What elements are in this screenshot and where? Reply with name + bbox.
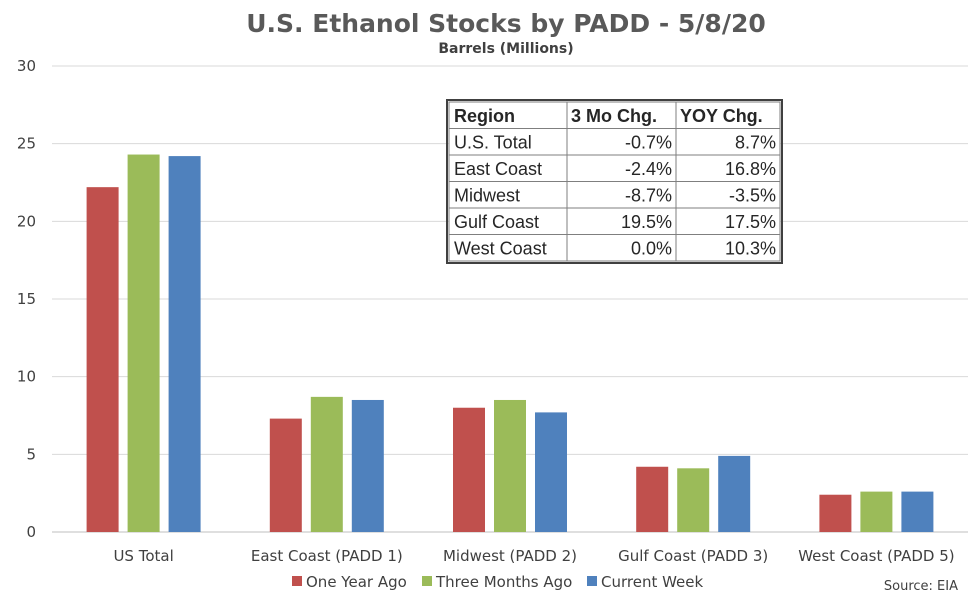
source-note: Source: EIA xyxy=(884,579,958,594)
table-cell: 8.7% xyxy=(735,133,776,153)
table-outer-border xyxy=(446,99,783,264)
legend-swatch xyxy=(422,576,432,586)
table-cell: -2.4% xyxy=(625,159,672,179)
legend-label: One Year Ago xyxy=(306,573,407,591)
x-category-label: East Coast (PADD 1) xyxy=(251,547,403,565)
legend-swatch xyxy=(292,576,302,586)
legend-swatch xyxy=(587,576,597,586)
table-cell: -8.7% xyxy=(625,186,672,206)
x-axis-categories: US Total East Coast (PADD 1) Midwest (PADD… xyxy=(113,547,954,565)
table-header-cell: YOY Chg. xyxy=(680,106,763,126)
table-cell: West Coast xyxy=(454,239,547,259)
bar-one-year-ago xyxy=(453,407,485,532)
chart-title: U.S. Ethanol Stocks by PADD - 5/8/20 xyxy=(246,9,766,38)
bars xyxy=(86,154,934,533)
bar-three-months-ago xyxy=(310,396,343,532)
y-tick-label: 10 xyxy=(17,368,36,386)
x-category-label: West Coast (PADD 5) xyxy=(798,547,954,565)
bar-one-year-ago xyxy=(269,418,302,532)
table-header-cell: Region xyxy=(454,106,515,126)
change-table: Region 3 Mo Chg. YOY Chg. U.S. Total -0.7% 8.… xyxy=(446,99,783,264)
table-cell: 16.8% xyxy=(725,159,776,179)
table-cell: Gulf Coast xyxy=(454,212,539,232)
table-cell: -0.7% xyxy=(625,133,672,153)
table-cell: Midwest xyxy=(454,186,520,206)
y-tick-label: 25 xyxy=(17,135,36,153)
bar-one-year-ago xyxy=(819,494,852,532)
y-axis-ticks: 0 5 10 15 20 25 30 xyxy=(17,57,36,541)
y-tick-label: 15 xyxy=(17,290,36,308)
chart-subtitle: Barrels (Millions) xyxy=(438,41,573,57)
table-cell: 17.5% xyxy=(725,212,776,232)
x-category-label: US Total xyxy=(113,547,173,565)
legend: One Year Ago Three Months Ago Current Week xyxy=(292,573,704,591)
table-cell: 19.5% xyxy=(621,212,672,232)
y-tick-label: 5 xyxy=(26,445,36,463)
bar-current-week xyxy=(535,412,567,532)
table-cell: -3.5% xyxy=(729,186,776,206)
bar-three-months-ago xyxy=(494,399,526,532)
y-tick-label: 20 xyxy=(17,212,36,230)
bar-current-week xyxy=(718,455,751,532)
bar-current-week xyxy=(901,491,934,532)
bar-current-week xyxy=(351,399,384,532)
y-tick-label: 30 xyxy=(17,57,36,75)
y-tick-label: 0 xyxy=(26,523,36,541)
bar-current-week xyxy=(168,156,201,533)
table-cell: U.S. Total xyxy=(454,133,532,153)
table-cell: 10.3% xyxy=(725,239,776,259)
table-cell: East Coast xyxy=(454,159,542,179)
x-category-label: Gulf Coast (PADD 3) xyxy=(618,547,768,565)
table-cell: 0.0% xyxy=(631,239,672,259)
bar-three-months-ago xyxy=(127,154,160,533)
bar-three-months-ago xyxy=(677,468,710,532)
x-category-label: Midwest (PADD 2) xyxy=(443,547,577,565)
bar-three-months-ago xyxy=(860,491,893,532)
legend-label: Three Months Ago xyxy=(435,573,572,591)
bar-one-year-ago xyxy=(636,466,669,532)
bar-one-year-ago xyxy=(86,187,119,532)
table-header-cell: 3 Mo Chg. xyxy=(571,106,657,126)
legend-label: Current Week xyxy=(601,573,704,591)
